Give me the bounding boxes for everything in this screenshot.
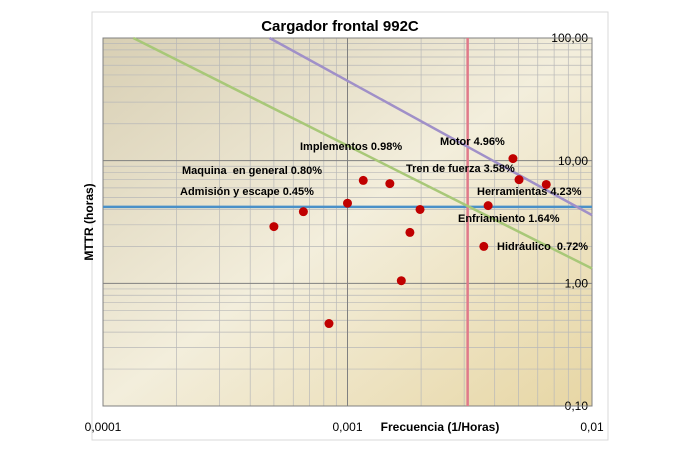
annotation: Admisión y escape 0.45% — [180, 186, 314, 198]
plot-border — [102, 37, 593, 407]
annotation: Maquina en general 0.80% — [182, 165, 322, 177]
annotation: Motor 4.96% — [440, 136, 505, 148]
data-point — [343, 198, 352, 208]
annotation: Implementos 0.98% — [300, 141, 402, 153]
data-point — [298, 207, 308, 217]
annotation: Herramientas 4.23% — [477, 186, 582, 198]
data-point — [385, 179, 395, 189]
annotation: Hidráulico 0.72% — [497, 241, 588, 253]
data-point — [405, 227, 415, 237]
reference-line — [268, 36, 593, 217]
data-point — [541, 179, 551, 189]
y-tick-label: 10,00 — [558, 154, 588, 168]
annotation: Enfriamiento 1.64% — [458, 213, 560, 225]
x-axis-label: Frecuencia (1/Horas) — [381, 420, 500, 434]
annotation: Tren de fuerza 3.58% — [406, 163, 515, 175]
data-point — [324, 319, 334, 329]
y-tick-label: 1,00 — [565, 277, 589, 291]
reference-line — [132, 36, 593, 270]
data-point — [269, 222, 279, 232]
data-point — [514, 175, 524, 185]
chart-title: Cargador frontal 992C — [261, 18, 419, 35]
data-point — [508, 154, 518, 164]
data-point — [396, 276, 406, 286]
y-axis-label: MTTR (horas) — [82, 183, 96, 260]
data-point — [479, 241, 489, 251]
data-point — [483, 201, 493, 211]
x-tick-label: 0,0001 — [85, 420, 122, 434]
x-tick-label: 0,01 — [580, 420, 604, 434]
x-tick-label: 0,001 — [332, 420, 362, 434]
data-point — [415, 204, 425, 214]
data-point — [358, 175, 368, 185]
